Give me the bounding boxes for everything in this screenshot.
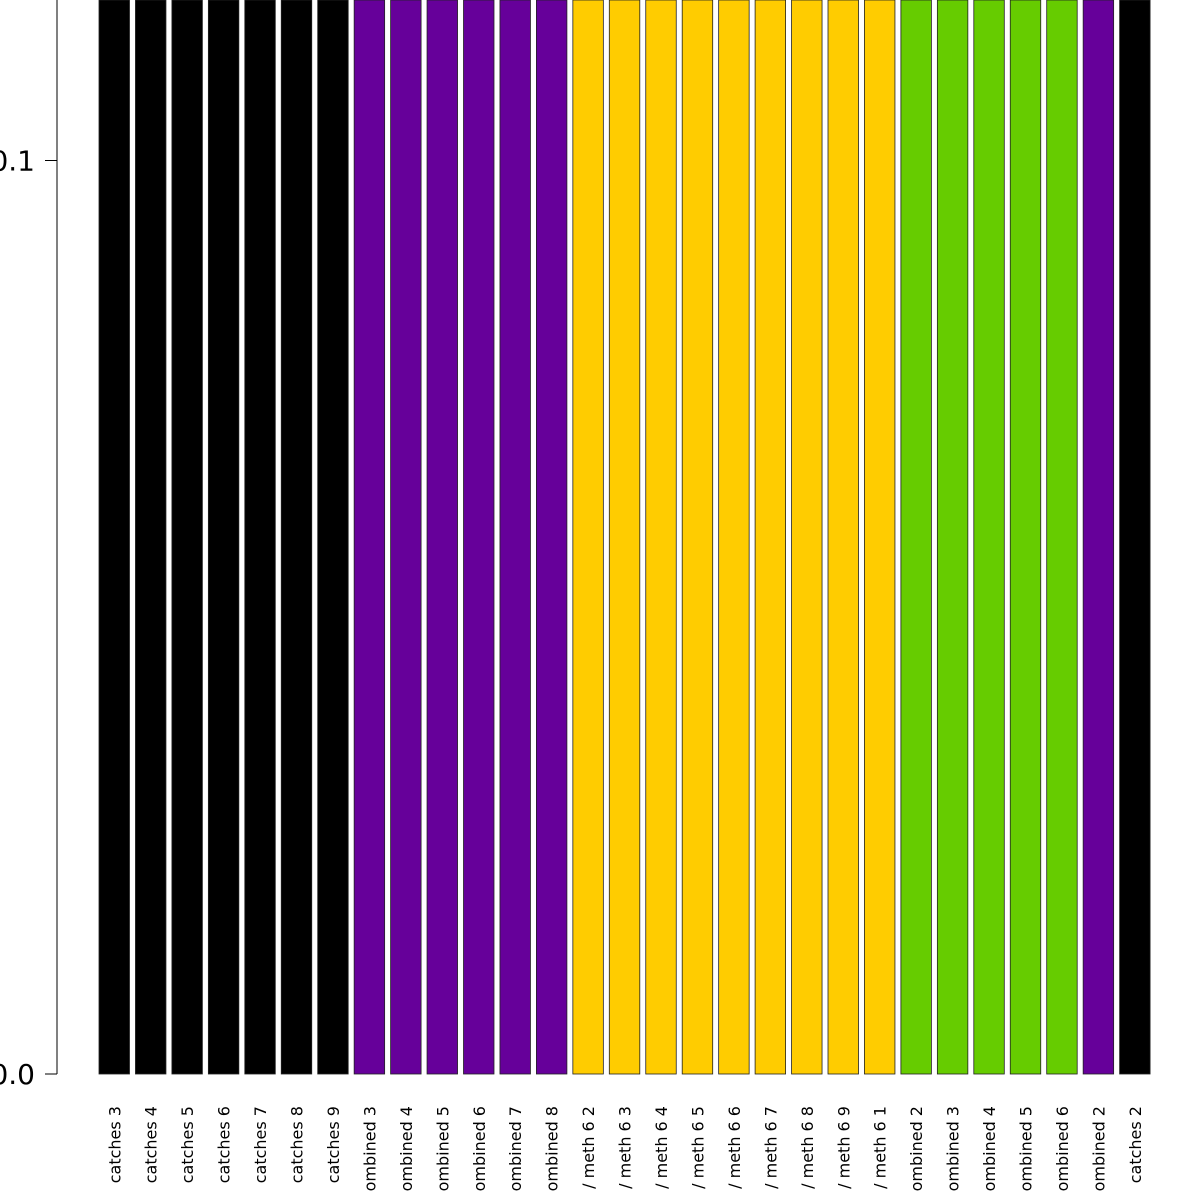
bar bbox=[463, 0, 495, 1075]
bar bbox=[98, 0, 130, 1075]
bar bbox=[135, 0, 167, 1075]
x-tick-label: ombined 6 bbox=[1053, 1106, 1072, 1191]
x-tick-label: / meth 6 4 bbox=[652, 1106, 671, 1189]
bar bbox=[171, 0, 203, 1075]
bar bbox=[681, 0, 714, 1075]
bar bbox=[900, 0, 932, 1075]
bar bbox=[936, 0, 969, 1075]
bar bbox=[353, 0, 386, 1075]
y-tick-label: 0.0 bbox=[0, 1058, 35, 1091]
x-tick-label: / meth 6 6 bbox=[725, 1106, 744, 1189]
bar bbox=[426, 0, 458, 1075]
bar bbox=[317, 0, 349, 1075]
bar bbox=[499, 0, 531, 1075]
x-tick-label: ombined 5 bbox=[433, 1106, 452, 1191]
x-tick-label: / meth 6 7 bbox=[761, 1106, 780, 1189]
x-tick-label: ombined 6 bbox=[470, 1106, 489, 1191]
bar bbox=[791, 0, 823, 1075]
bar bbox=[1119, 0, 1151, 1075]
x-tick-label: catches 8 bbox=[288, 1106, 307, 1183]
x-axis-labels: catches 3 catches 4 catches 5 catches 6 catc… bbox=[105, 1106, 1145, 1191]
x-tick-label: / meth 6 2 bbox=[579, 1106, 598, 1189]
bar bbox=[390, 0, 422, 1075]
bar bbox=[207, 0, 240, 1075]
x-tick-label: ombined 8 bbox=[543, 1106, 562, 1191]
x-tick-label: catches 4 bbox=[142, 1106, 161, 1183]
bars bbox=[98, 0, 1151, 1075]
x-tick-label: ombined 4 bbox=[980, 1106, 999, 1191]
bar bbox=[1046, 0, 1078, 1075]
x-tick-label: ombined 5 bbox=[1017, 1106, 1036, 1191]
bar bbox=[827, 0, 859, 1075]
x-tick-label: catches 5 bbox=[178, 1106, 197, 1183]
bar bbox=[280, 0, 313, 1075]
x-tick-label: ombined 4 bbox=[397, 1106, 416, 1191]
bar bbox=[754, 0, 786, 1075]
x-tick-label: catches 2 bbox=[1126, 1106, 1145, 1183]
x-tick-label: catches 9 bbox=[324, 1106, 343, 1183]
x-tick-label: / meth 6 8 bbox=[798, 1106, 817, 1189]
y-tick-label: 0.1 bbox=[0, 145, 35, 178]
bar bbox=[864, 0, 896, 1075]
x-tick-label: catches 6 bbox=[215, 1106, 234, 1183]
x-tick-label: / meth 6 9 bbox=[834, 1106, 853, 1189]
bar bbox=[608, 0, 641, 1075]
x-tick-label: / meth 6 3 bbox=[616, 1106, 635, 1189]
bar bbox=[536, 0, 568, 1075]
x-tick-label: catches 7 bbox=[251, 1106, 270, 1183]
y-axis: 0.00.10.20.30.40.5 bbox=[0, 0, 58, 1091]
bar bbox=[718, 0, 750, 1075]
bar bbox=[645, 0, 677, 1075]
x-tick-label: / meth 6 1 bbox=[871, 1106, 890, 1189]
x-tick-label: ombined 3 bbox=[360, 1106, 379, 1191]
bar bbox=[1082, 0, 1115, 1075]
x-tick-label: ombined 3 bbox=[944, 1106, 963, 1191]
bar bbox=[1009, 0, 1042, 1075]
bar bbox=[973, 0, 1005, 1075]
x-tick-label: ombined 7 bbox=[506, 1106, 525, 1191]
x-tick-label: ombined 2 bbox=[907, 1106, 926, 1191]
x-tick-label: / meth 6 5 bbox=[688, 1106, 707, 1189]
bar bbox=[244, 0, 276, 1075]
x-tick-label: catches 3 bbox=[105, 1106, 124, 1183]
bar bbox=[572, 0, 604, 1075]
x-tick-label: ombined 2 bbox=[1089, 1106, 1108, 1191]
